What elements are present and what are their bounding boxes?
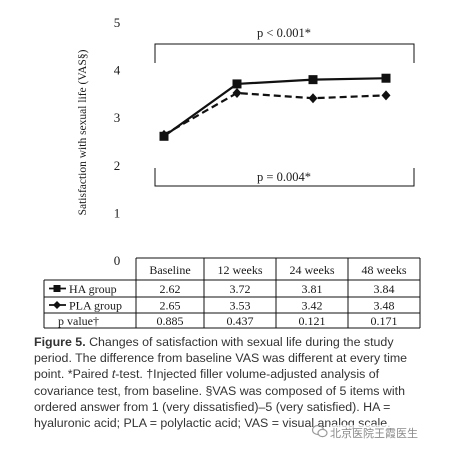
table-header-cell: Baseline	[149, 263, 190, 277]
table-value-cell: 3.48	[374, 299, 395, 313]
table-value-cell: 3.81	[302, 282, 323, 296]
caption-line-1: Figure 5. Changes of satisfaction with s…	[34, 334, 466, 350]
caption-text-3a: point. *Paired	[34, 367, 112, 382]
table-value-cell: 3.72	[230, 282, 251, 296]
pvalue-cell: 0.437	[227, 314, 254, 328]
series-line-1	[163, 77, 387, 138]
pvalue-cell: 0.121	[299, 314, 326, 328]
watermark: 北京医院王霞医生	[330, 425, 418, 441]
top-bracket	[154, 43, 415, 63]
y-tick-label: 2	[114, 158, 121, 173]
pvalue-cell: 0.171	[371, 314, 398, 328]
wechat-logo-icon	[312, 424, 328, 438]
chart: 0 1 2 3 4 5 Satisfaction with sexual life (VAS…	[43, 15, 421, 329]
pla-marker	[159, 129, 169, 140]
table-value-cell: 3.53	[230, 299, 251, 313]
caption-text-3b: -test.	[115, 367, 147, 382]
ha-marker	[308, 75, 318, 85]
y-tick-label: 0	[114, 253, 121, 268]
y-tick-label: 5	[114, 15, 121, 30]
caption-text-3c: †Injected filler volume-adjusted analysi…	[146, 367, 380, 382]
ha-marker	[232, 79, 242, 89]
table-value-cell: 3.84	[374, 282, 395, 296]
caption-text-3t: t	[111, 367, 116, 382]
caption-text-1: Changes of satisfaction with sexual life…	[89, 335, 394, 349]
table-header-cell: 24 weeks	[290, 263, 335, 277]
caption-line-3: point. *Paired t-test. †Injected filler …	[34, 366, 466, 382]
legend-label: HA group	[69, 282, 117, 296]
y-tick-label: 3	[114, 110, 121, 125]
y-axis-label: Satisfaction with sexual life (VAS§)	[77, 49, 89, 215]
caption-line-5: ordered answer from 1 (very dissatisfied…	[34, 399, 391, 414]
pvalue-label: p value†	[58, 314, 99, 328]
caption-line-2: period. The difference from baseline VAS…	[34, 351, 408, 366]
figure-label: Figure 5.	[34, 335, 86, 349]
table-header-cell: 12 weeks	[218, 263, 263, 277]
caption-line-6: hyaluronic acid; PLA = polylactic acid; …	[34, 416, 391, 431]
table-header-cell: 48 weeks	[362, 263, 407, 277]
y-tick-label: 4	[114, 63, 121, 78]
table-value-cell: 2.62	[160, 282, 181, 296]
figure-caption: Figure 5. Changes of satisfaction with s…	[34, 334, 466, 431]
pla-marker	[308, 93, 318, 104]
table-value-cell: 3.42	[302, 299, 323, 313]
legend-label: PLA group	[69, 299, 122, 313]
legend-square-icon	[53, 285, 61, 292]
pla-marker	[232, 87, 242, 98]
legend-diamond-icon	[53, 301, 61, 309]
series-line-2	[163, 91, 387, 136]
bottom-bracket-label: p = 0.004*	[257, 170, 311, 184]
top-bracket-label: p < 0.001*	[257, 26, 311, 40]
caption-line-4: covariance test, from baseline. §VAS was…	[34, 383, 405, 398]
ha-marker	[381, 73, 391, 83]
table-value-cell: 2.65	[160, 299, 181, 313]
pla-marker	[381, 90, 391, 101]
y-tick-label: 1	[114, 205, 121, 220]
pvalue-cell: 0.885	[157, 314, 184, 328]
bottom-bracket	[154, 168, 415, 187]
